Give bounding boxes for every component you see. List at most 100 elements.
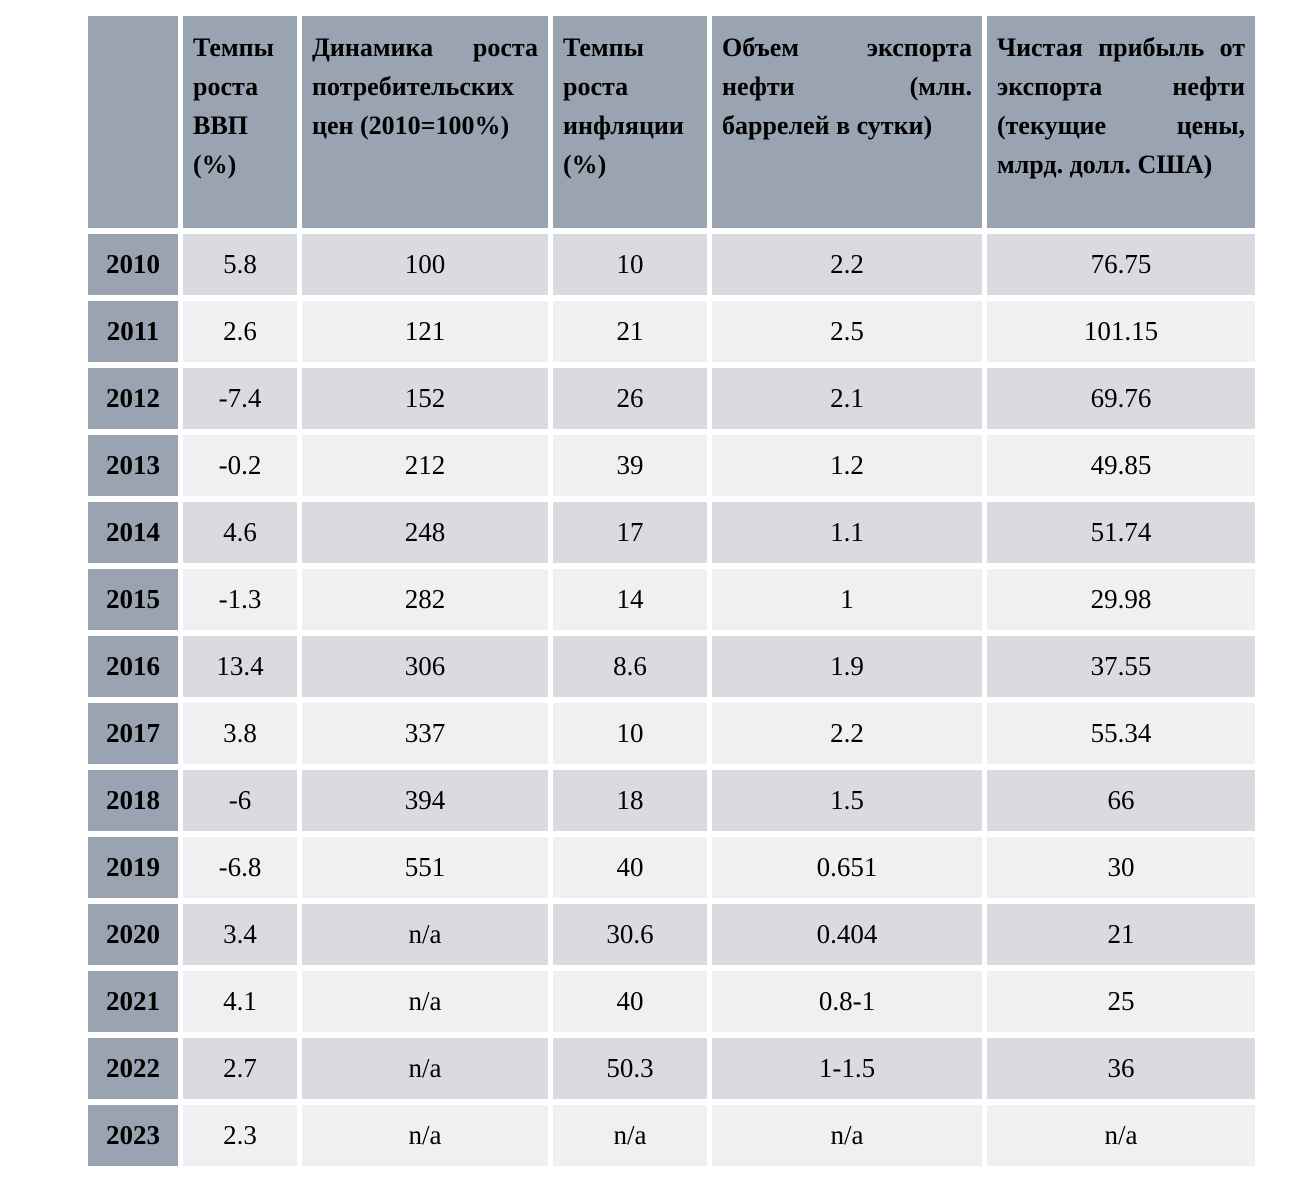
oil-export-profit-cell: 69.76 [987,368,1255,429]
oil-export-profit-cell: 55.34 [987,703,1255,764]
gdp-growth-cell: 5.8 [183,234,297,295]
gdp-growth-cell: 2.3 [183,1105,297,1166]
oil-export-volume-cell: 2.1 [712,368,982,429]
oil-export-volume-cell: 2.5 [712,301,982,362]
table-row-2020: 2020 3.4 n/a 30.6 0.404 21 [88,904,1255,965]
oil-export-profit-cell: n/a [987,1105,1255,1166]
oil-export-volume-cell: 1.2 [712,435,982,496]
inflation-cell: 10 [553,703,707,764]
oil-export-profit-cell: 66 [987,770,1255,831]
inflation-cell: 14 [553,569,707,630]
oil-export-volume-cell: 0.404 [712,904,982,965]
column-header-oil-export-volume: Объем экспорта нефти (млн. баррелей в су… [712,16,982,228]
year-cell: 2015 [88,569,178,630]
gdp-growth-cell: -7.4 [183,368,297,429]
cpi-index-cell: n/a [302,1038,548,1099]
inflation-cell: 17 [553,502,707,563]
inflation-cell: 18 [553,770,707,831]
cpi-index-cell: 100 [302,234,548,295]
gdp-growth-cell: -1.3 [183,569,297,630]
inflation-cell: 26 [553,368,707,429]
year-cell: 2012 [88,368,178,429]
cpi-index-cell: 248 [302,502,548,563]
cpi-index-cell: 337 [302,703,548,764]
oil-export-volume-cell: 2.2 [712,703,982,764]
inflation-cell: 8.6 [553,636,707,697]
oil-export-profit-cell: 25 [987,971,1255,1032]
table-row-2013: 2013 -0.2 212 39 1.2 49.85 [88,435,1255,496]
cpi-index-cell: 306 [302,636,548,697]
column-header-oil-export-profit: Чистая прибыль от экспорта нефти (текущи… [987,16,1255,228]
oil-export-profit-cell: 51.74 [987,502,1255,563]
gdp-growth-cell: -6 [183,770,297,831]
inflation-cell: 40 [553,971,707,1032]
cpi-index-cell: n/a [302,971,548,1032]
oil-export-profit-cell: 36 [987,1038,1255,1099]
gdp-growth-cell: -6.8 [183,837,297,898]
table-row-2016: 2016 13.4 306 8.6 1.9 37.55 [88,636,1255,697]
column-header-cpi-index: Динамика роста потребительских цен (2010… [302,16,548,228]
gdp-growth-cell: 2.7 [183,1038,297,1099]
gdp-growth-cell: 4.1 [183,971,297,1032]
oil-export-volume-cell: 1 [712,569,982,630]
cpi-index-cell: n/a [302,904,548,965]
gdp-growth-cell: 2.6 [183,301,297,362]
oil-export-profit-cell: 37.55 [987,636,1255,697]
table-header: Темпы роста ВВП (%) Динамика роста потре… [88,16,1255,228]
cpi-index-cell: 152 [302,368,548,429]
oil-export-volume-cell: 2.2 [712,234,982,295]
year-cell: 2022 [88,1038,178,1099]
oil-export-profit-cell: 101.15 [987,301,1255,362]
inflation-cell: n/a [553,1105,707,1166]
year-cell: 2016 [88,636,178,697]
year-cell: 2013 [88,435,178,496]
oil-export-profit-cell: 21 [987,904,1255,965]
header-row: Темпы роста ВВП (%) Динамика роста потре… [88,16,1255,228]
table-row-2023: 2023 2.3 n/a n/a n/a n/a [88,1105,1255,1166]
oil-export-profit-cell: 49.85 [987,435,1255,496]
inflation-cell: 21 [553,301,707,362]
year-cell: 2018 [88,770,178,831]
inflation-cell: 39 [553,435,707,496]
table-row-2014: 2014 4.6 248 17 1.1 51.74 [88,502,1255,563]
year-cell: 2019 [88,837,178,898]
economic-stats-table: Темпы роста ВВП (%) Динамика роста потре… [83,10,1260,1172]
column-header-gdp-growth: Темпы роста ВВП (%) [183,16,297,228]
column-header-inflation: Темпы роста инфляции (%) [553,16,707,228]
oil-export-volume-cell: n/a [712,1105,982,1166]
year-cell: 2023 [88,1105,178,1166]
year-cell: 2011 [88,301,178,362]
cpi-index-cell: 551 [302,837,548,898]
oil-export-profit-cell: 30 [987,837,1255,898]
year-cell: 2010 [88,234,178,295]
year-cell: 2021 [88,971,178,1032]
cpi-index-cell: 282 [302,569,548,630]
inflation-cell: 10 [553,234,707,295]
table-row-2010: 2010 5.8 100 10 2.2 76.75 [88,234,1255,295]
oil-export-volume-cell: 1.9 [712,636,982,697]
gdp-growth-cell: 3.4 [183,904,297,965]
table-row-2021: 2021 4.1 n/a 40 0.8-1 25 [88,971,1255,1032]
table-row-2017: 2017 3.8 337 10 2.2 55.34 [88,703,1255,764]
table-row-2022: 2022 2.7 n/a 50.3 1-1.5 36 [88,1038,1255,1099]
oil-export-profit-cell: 29.98 [987,569,1255,630]
cpi-index-cell: 121 [302,301,548,362]
table-row-2015: 2015 -1.3 282 14 1 29.98 [88,569,1255,630]
oil-export-profit-cell: 76.75 [987,234,1255,295]
gdp-growth-cell: -0.2 [183,435,297,496]
year-cell: 2020 [88,904,178,965]
corner-cell [88,16,178,228]
cpi-index-cell: n/a [302,1105,548,1166]
oil-export-volume-cell: 1.5 [712,770,982,831]
table-row-2019: 2019 -6.8 551 40 0.651 30 [88,837,1255,898]
cpi-index-cell: 394 [302,770,548,831]
table-row-2011: 2011 2.6 121 21 2.5 101.15 [88,301,1255,362]
year-cell: 2017 [88,703,178,764]
gdp-growth-cell: 3.8 [183,703,297,764]
inflation-cell: 40 [553,837,707,898]
table-body: 2010 5.8 100 10 2.2 76.75 2011 2.6 121 2… [88,234,1255,1166]
oil-export-volume-cell: 0.8-1 [712,971,982,1032]
gdp-growth-cell: 13.4 [183,636,297,697]
oil-export-volume-cell: 0.651 [712,837,982,898]
cpi-index-cell: 212 [302,435,548,496]
